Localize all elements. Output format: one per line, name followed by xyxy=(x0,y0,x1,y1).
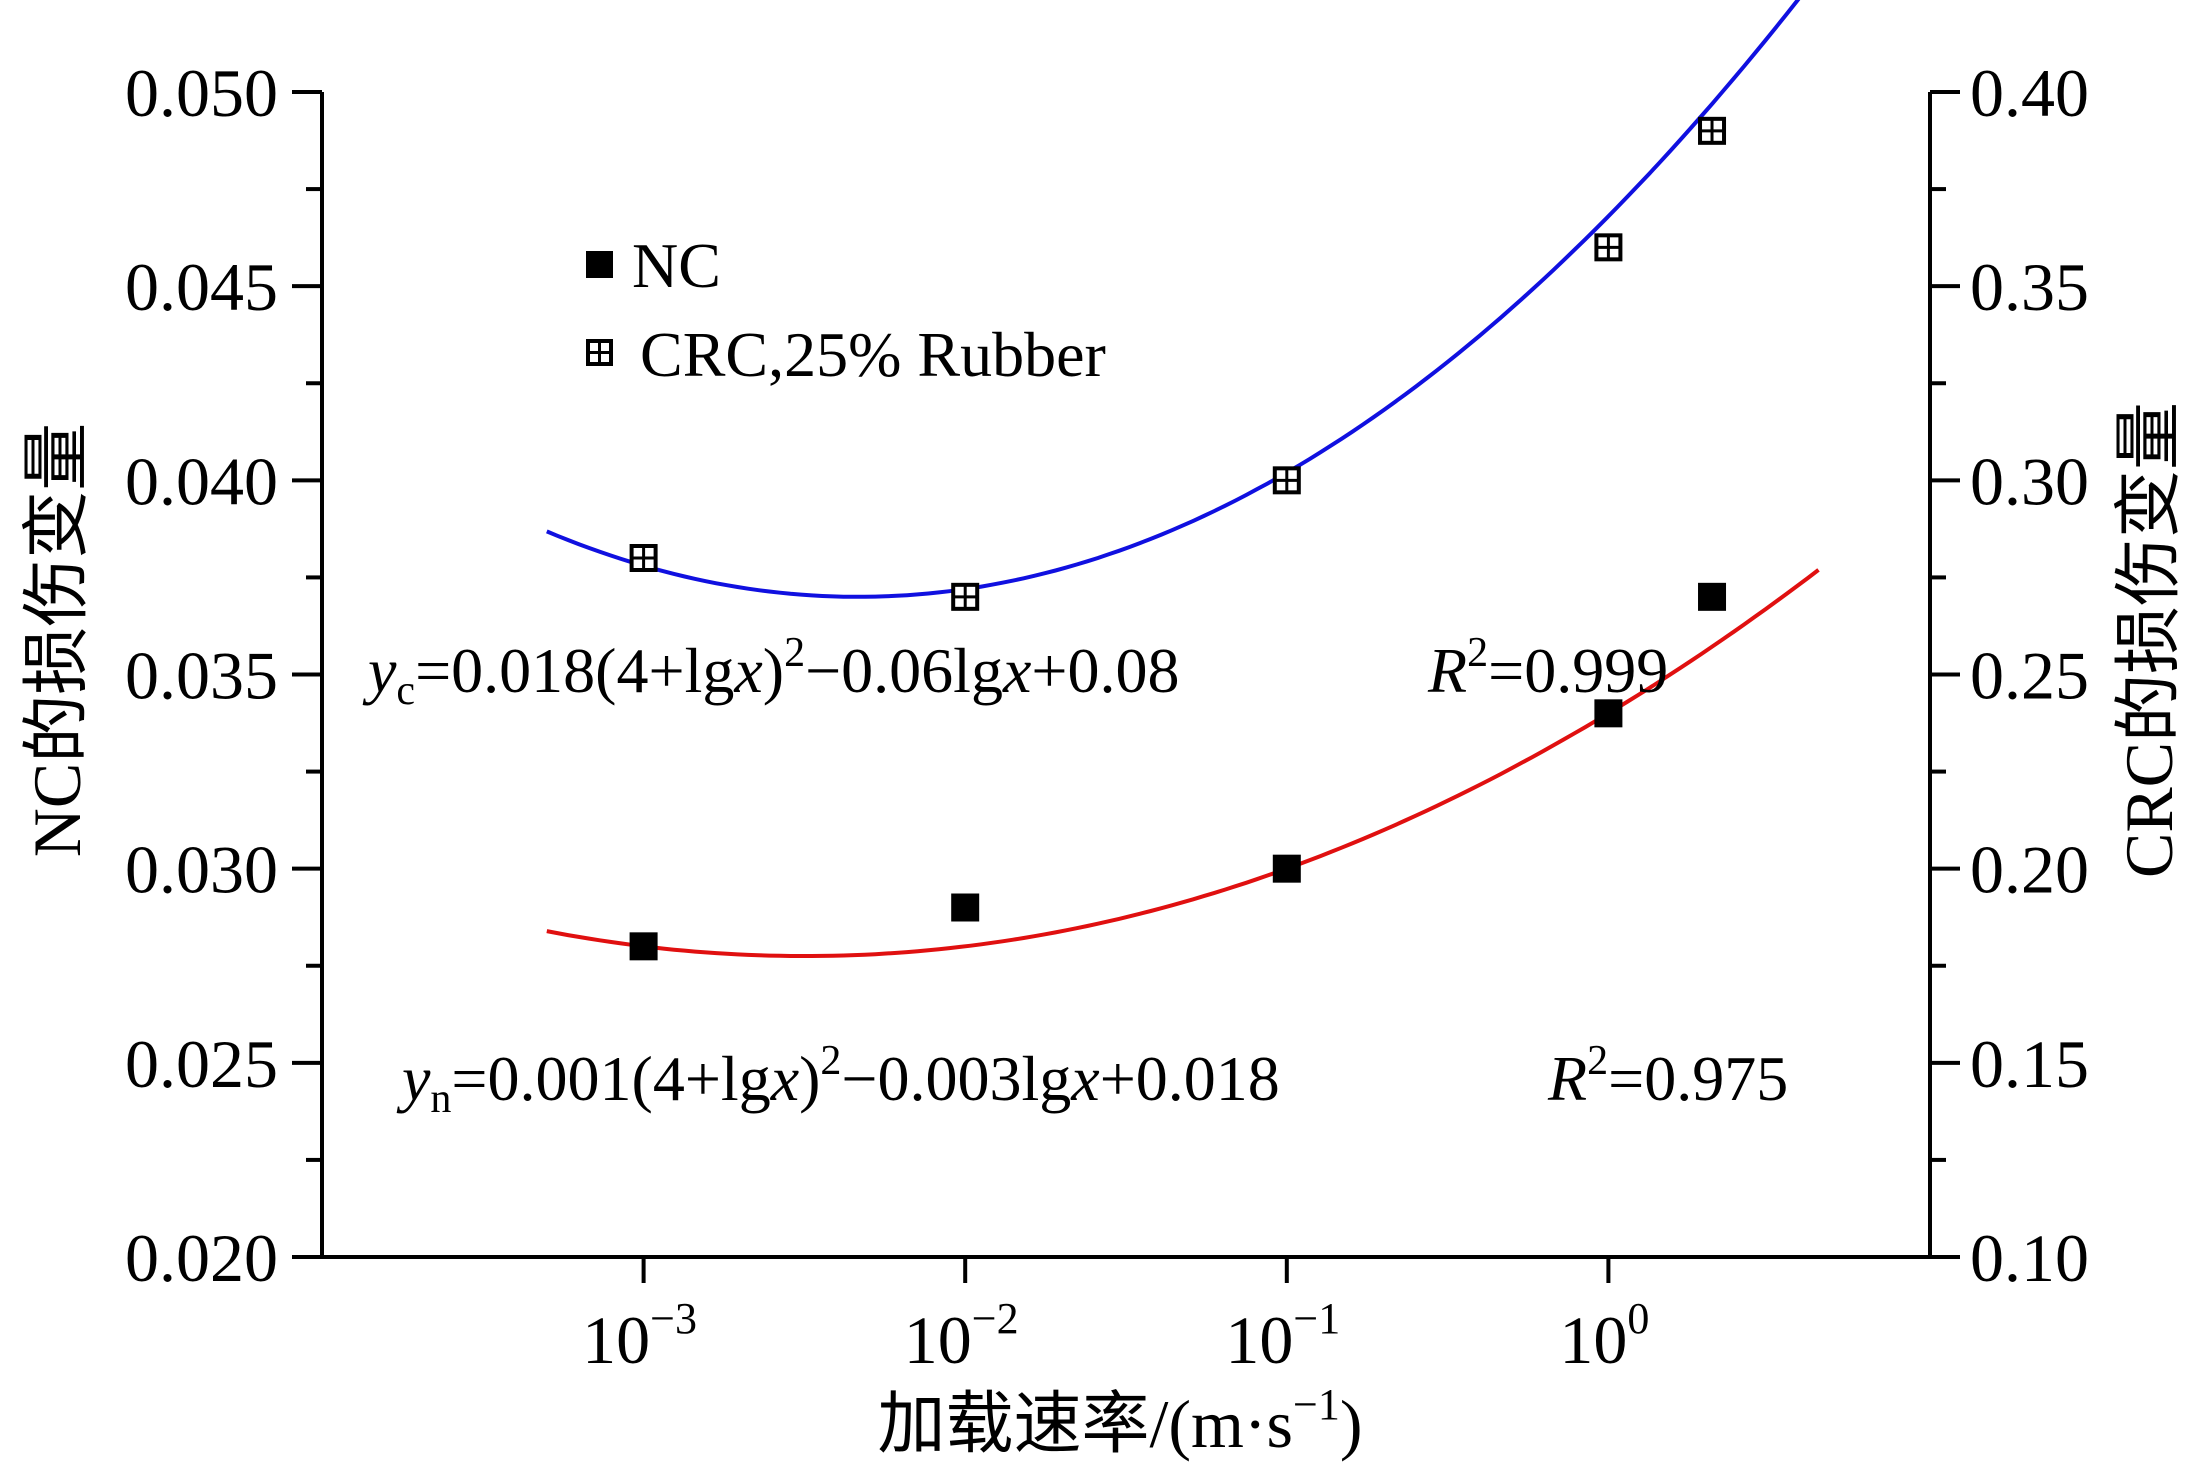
crc-eq-sub: c xyxy=(396,668,415,714)
nc-eq-body-b: ) xyxy=(799,1043,820,1114)
data-point-nc xyxy=(1594,699,1623,728)
y-right-tick-label: 0.40 xyxy=(1970,55,2089,131)
y-right-tick-label: 0.10 xyxy=(1970,1220,2089,1296)
nc-eq-body-a: =0.001(4+lg xyxy=(451,1043,770,1114)
data-point-nc xyxy=(1272,854,1301,883)
y-left-tick-label: 0.035 xyxy=(125,638,278,714)
legend-marker-crc xyxy=(586,339,613,366)
nc-eq-body-d: +0.018 xyxy=(1100,1043,1280,1114)
x-axis-title-suffix: ) xyxy=(1340,1386,1363,1462)
crc-eq-x1: x xyxy=(733,635,762,706)
fit-curve-crc xyxy=(546,0,1801,599)
x-tick-label: 10−2 xyxy=(904,1294,1019,1378)
y-right-tick-label: 0.35 xyxy=(1970,249,2089,325)
nc-r-val: =0.975 xyxy=(1608,1043,1788,1114)
data-point-nc xyxy=(951,893,980,922)
y-right-tick-label: 0.25 xyxy=(1970,638,2089,714)
y-left-tick-label: 0.025 xyxy=(125,1026,278,1102)
y-left-tick-label: 0.020 xyxy=(125,1220,278,1296)
legend-marker-nc xyxy=(586,251,613,278)
legend-label-crc: CRC,25% Rubber xyxy=(640,319,1106,390)
nc-eq-sq: 2 xyxy=(820,1038,841,1084)
x-tick-label: 100 xyxy=(1559,1294,1649,1378)
nc-eq-x2: x xyxy=(1070,1043,1099,1114)
crc-r: R xyxy=(1427,635,1467,706)
crc-eq-body-d: +0.08 xyxy=(1031,635,1179,706)
y-right-tick-label: 0.15 xyxy=(1970,1026,2089,1102)
nc-r-sup: 2 xyxy=(1587,1038,1608,1084)
data-point-crc xyxy=(629,544,658,572)
y-left-tick-label: 0.030 xyxy=(125,832,278,908)
crc-fit-equation: yc=0.018(4+lgx)2−0.06lgx+0.08 xyxy=(362,630,1179,714)
y-right-tick-label: 0.30 xyxy=(1970,443,2089,519)
x-axis-title-prefix: 加载速率/(m·s xyxy=(877,1386,1293,1462)
crc-eq-sq: 2 xyxy=(784,630,805,676)
data-point-crc xyxy=(1594,233,1623,262)
fit-curves xyxy=(546,0,1820,958)
x-tick-label: 10−1 xyxy=(1225,1294,1340,1378)
y-right-tick-label: 0.20 xyxy=(1970,832,2089,908)
nc-r: R xyxy=(1547,1043,1587,1114)
y-left-axis-title: NC的损伤变量 xyxy=(19,423,95,857)
crc-eq-x2: x xyxy=(1002,635,1031,706)
crc-eq-body-c: −0.06lg xyxy=(805,635,1003,706)
data-point-crc xyxy=(1272,466,1301,495)
crc-fit-r2: R2=0.999 xyxy=(1427,630,1668,706)
y-left-tick-label: 0.045 xyxy=(125,249,278,325)
y-right-axis-title: CRC的损伤变量 xyxy=(2111,402,2187,878)
nc-eq-body-c: −0.003lg xyxy=(841,1043,1071,1114)
data-markers xyxy=(629,116,1727,961)
data-point-crc xyxy=(951,582,980,611)
crc-r-sup: 2 xyxy=(1467,630,1488,676)
nc-eq-sub: n xyxy=(430,1076,451,1122)
fit-curve-nc xyxy=(546,568,1820,958)
y-left-tick-label: 0.050 xyxy=(125,55,278,131)
nc-eq-x1: x xyxy=(770,1043,799,1114)
nc-fit-r2: R2=0.975 xyxy=(1547,1038,1788,1114)
x-axis-title: 加载速率/(m·s−1) xyxy=(877,1380,1362,1462)
legend-label-nc: NC xyxy=(632,230,721,301)
y-left-tick-label: 0.040 xyxy=(125,443,278,519)
nc-fit-equation: yn=0.001(4+lgx)2−0.003lgx+0.018 xyxy=(396,1038,1280,1122)
x-axis-title-sup: −1 xyxy=(1293,1380,1340,1429)
crc-eq-body-a: =0.018(4+lg xyxy=(415,635,734,706)
data-point-crc xyxy=(1698,116,1727,145)
axes: 0.020 0.025 0.030 0.035 0.040 0.045 0.050 0.10 0… xyxy=(125,55,2089,1378)
crc-r-val: =0.999 xyxy=(1488,635,1668,706)
x-tick-label: 10−3 xyxy=(582,1294,697,1378)
crc-eq-y: y xyxy=(362,635,397,706)
crc-eq-body-b: ) xyxy=(763,635,784,706)
nc-eq-y: y xyxy=(396,1043,431,1114)
data-point-nc xyxy=(1698,582,1727,611)
legend: NC CRC,25% Rubber xyxy=(586,230,1106,390)
data-point-nc xyxy=(629,932,658,961)
